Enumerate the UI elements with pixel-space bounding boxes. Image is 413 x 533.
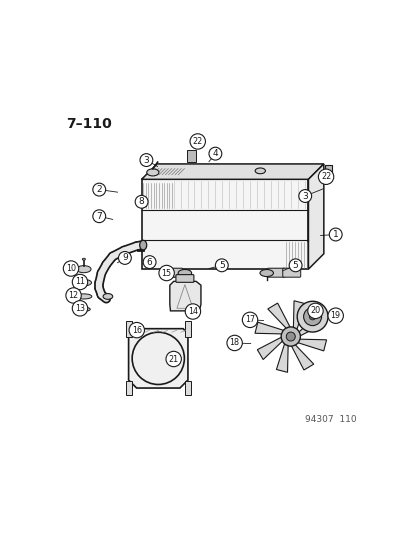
Text: 5: 5 [292,261,298,270]
Polygon shape [297,313,323,336]
Ellipse shape [76,294,92,299]
Circle shape [166,351,181,367]
Polygon shape [290,344,313,370]
Circle shape [140,154,152,166]
Circle shape [135,196,148,208]
Text: 21: 21 [168,354,178,364]
Polygon shape [267,303,290,329]
FancyBboxPatch shape [176,274,193,282]
Bar [126,381,131,395]
Circle shape [297,301,327,332]
Ellipse shape [139,240,146,250]
Circle shape [303,308,321,326]
Circle shape [309,313,315,320]
Polygon shape [257,336,283,360]
Text: 4: 4 [212,149,218,158]
FancyBboxPatch shape [164,268,182,277]
Circle shape [143,256,156,269]
Text: 14: 14 [188,307,197,316]
Text: 13: 13 [75,304,85,313]
Ellipse shape [103,294,112,300]
Circle shape [328,228,341,241]
Text: 18: 18 [229,338,239,348]
Text: 8: 8 [138,197,144,206]
Circle shape [226,335,242,351]
Circle shape [288,259,301,272]
Polygon shape [276,342,287,373]
Polygon shape [254,322,285,334]
Ellipse shape [82,259,85,260]
FancyBboxPatch shape [282,268,300,277]
Text: 16: 16 [131,326,141,335]
Circle shape [93,183,105,196]
Circle shape [63,261,78,276]
Text: 15: 15 [161,269,171,278]
Circle shape [215,259,228,272]
Circle shape [66,288,81,303]
Bar [184,381,190,395]
Ellipse shape [178,270,191,277]
Circle shape [318,169,333,184]
Text: 9: 9 [122,253,128,262]
Polygon shape [293,301,304,331]
Text: 94307  110: 94307 110 [304,415,356,424]
Circle shape [93,210,105,223]
FancyBboxPatch shape [267,268,285,277]
Text: 19: 19 [330,311,340,320]
Ellipse shape [76,279,91,286]
Ellipse shape [76,265,91,273]
Polygon shape [141,179,308,269]
Bar [184,321,190,337]
Polygon shape [296,339,326,351]
Circle shape [209,147,221,160]
Polygon shape [308,164,323,269]
Ellipse shape [146,169,159,176]
Ellipse shape [144,260,152,264]
Polygon shape [128,329,188,388]
Text: 22: 22 [320,172,330,181]
Circle shape [327,308,342,324]
Circle shape [159,265,174,281]
Circle shape [280,327,300,346]
Circle shape [118,252,131,264]
Text: 6: 6 [146,257,152,266]
Text: 3: 3 [301,191,307,200]
Circle shape [307,303,323,319]
Text: 12: 12 [68,291,78,300]
Ellipse shape [259,270,273,277]
Text: 22: 22 [192,137,202,146]
Polygon shape [186,150,196,163]
Circle shape [242,312,257,328]
Text: 10: 10 [66,264,76,273]
Text: 7–110: 7–110 [66,117,112,131]
Polygon shape [141,164,323,179]
Circle shape [72,301,88,316]
Text: 2: 2 [96,185,102,194]
Circle shape [129,322,144,338]
Text: 1: 1 [332,230,338,239]
Text: 17: 17 [244,316,254,325]
Text: 5: 5 [218,261,224,270]
Polygon shape [169,281,200,311]
Text: 20: 20 [310,306,320,316]
Circle shape [298,190,311,203]
Circle shape [185,304,200,319]
Bar [126,321,131,337]
Circle shape [190,134,205,149]
Text: 11: 11 [75,278,85,287]
Circle shape [286,332,294,341]
Text: 7: 7 [96,212,102,221]
Ellipse shape [254,168,265,174]
Circle shape [72,274,88,290]
Ellipse shape [77,307,90,311]
Text: 3: 3 [143,156,149,165]
Polygon shape [325,165,332,175]
